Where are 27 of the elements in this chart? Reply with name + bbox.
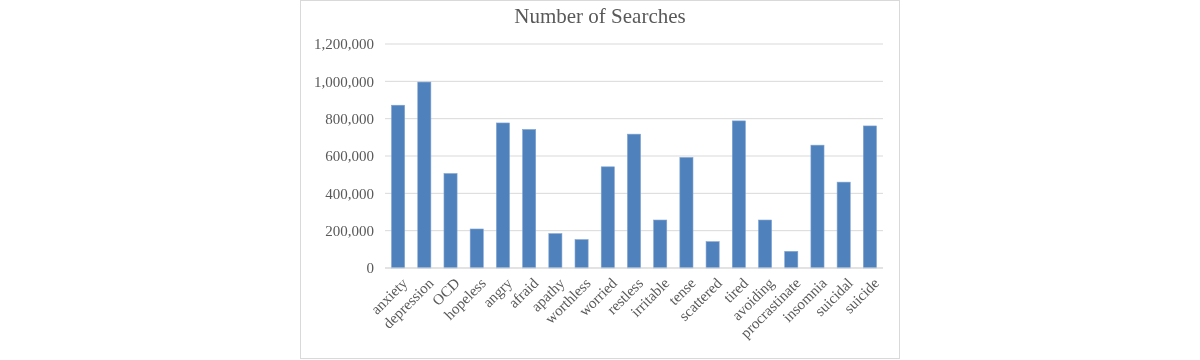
bar bbox=[679, 157, 694, 269]
chart-title: Number of Searches bbox=[514, 4, 686, 28]
bar bbox=[784, 251, 799, 269]
y-tick-label: 600,000 bbox=[325, 148, 374, 165]
bar bbox=[574, 239, 589, 269]
bar bbox=[627, 133, 641, 269]
bar bbox=[391, 104, 405, 269]
bar bbox=[548, 233, 563, 269]
bar bbox=[758, 219, 772, 269]
bar bbox=[522, 129, 537, 269]
bar bbox=[836, 181, 851, 269]
bar bbox=[731, 120, 746, 269]
y-tick-label: 0 bbox=[366, 260, 374, 277]
y-tick-label: 1,000,000 bbox=[314, 73, 374, 90]
bar bbox=[653, 219, 668, 269]
y-tick-label: 400,000 bbox=[325, 185, 374, 202]
bar bbox=[863, 125, 877, 269]
bar bbox=[600, 166, 615, 269]
y-tick-label: 200,000 bbox=[325, 222, 374, 239]
bar bbox=[810, 144, 825, 269]
bar bbox=[469, 228, 484, 269]
bar bbox=[496, 122, 510, 269]
y-tick-label: 800,000 bbox=[325, 110, 374, 127]
bar bbox=[705, 241, 720, 269]
bar bbox=[417, 81, 432, 269]
y-tick-label: 1,200,000 bbox=[314, 36, 374, 53]
bar bbox=[443, 173, 458, 269]
